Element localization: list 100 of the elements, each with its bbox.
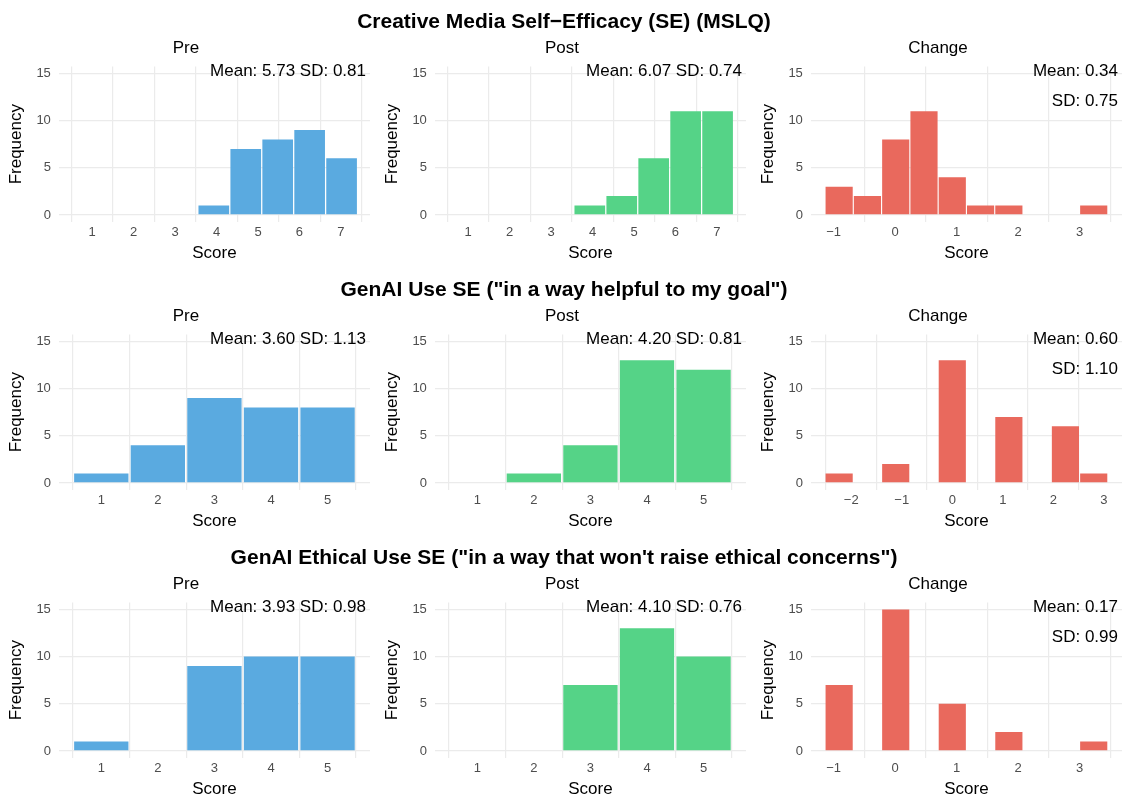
chart-title: Creative Media Self−Efficacy (SE) (MSLQ) (357, 8, 771, 34)
x-axis-title: Score (568, 779, 613, 799)
x-tick-label: 4 (643, 492, 651, 508)
y-tick-label: 5 (795, 427, 803, 443)
x-tick-label: 5 (323, 760, 332, 776)
x-tick-label: 5 (699, 492, 708, 508)
chart-title: GenAI Ethical Use SE ("in a way that won't raise ethical concerns") (230, 544, 898, 570)
chart-subtitle: Post (544, 573, 580, 593)
x-tick-label: −1 (826, 760, 842, 776)
y-axis-title: Frequency (757, 639, 777, 721)
x-tick-label: 5 (699, 760, 708, 776)
y-tick-label: 0 (43, 474, 51, 490)
y-tick-label: 15 (36, 333, 51, 349)
y-tick-label: 0 (419, 742, 427, 758)
y-axis-title: Frequency (5, 371, 25, 453)
x-tick-label: 2 (1014, 224, 1022, 240)
y-tick-label: 5 (43, 159, 51, 175)
chart-subtitle: Pre (172, 573, 200, 593)
x-tick-label: 0 (891, 224, 899, 240)
x-tick-label: 0 (891, 760, 899, 776)
chart-subtitle: Change (908, 573, 968, 593)
x-axis-title: Score (192, 243, 237, 263)
x-tick-label: 4 (267, 492, 275, 508)
x-tick-label: 1 (97, 760, 105, 776)
y-tick-label: 0 (795, 474, 803, 490)
annotation: Mean: 0.34 (1032, 60, 1118, 80)
x-tick-label: 2 (530, 760, 538, 776)
y-tick-label: 15 (788, 601, 803, 617)
x-tick-label: 3 (1075, 760, 1084, 776)
x-axis-title: Score (944, 779, 989, 799)
x-tick-label: −1 (826, 224, 842, 240)
x-tick-label: 1 (464, 224, 472, 240)
annotation: Mean: 4.20 SD: 0.81 (586, 328, 742, 348)
x-axis-title: Score (568, 243, 613, 263)
y-tick-label: 10 (36, 112, 51, 128)
x-tick-label: 1 (473, 492, 481, 508)
x-tick-label: 2 (154, 492, 162, 508)
x-tick-label: 5 (254, 224, 262, 240)
y-tick-label: 5 (43, 695, 51, 711)
annotation: Mean: 4.10 SD: 0.76 (586, 596, 742, 616)
annotation: SD: 0.99 (1051, 626, 1118, 646)
annotation: Mean: 0.17 (1032, 596, 1118, 616)
y-tick-label: 0 (419, 206, 427, 222)
annotation: Mean: 5.73 SD: 0.81 (210, 60, 366, 80)
y-tick-label: 15 (36, 65, 51, 81)
y-tick-label: 10 (412, 648, 427, 664)
x-axis-title: Score (192, 511, 237, 531)
x-tick-label: 1 (952, 224, 961, 240)
x-tick-label: 4 (588, 224, 597, 240)
x-tick-label: 1 (473, 760, 481, 776)
x-tick-label: 7 (713, 224, 721, 240)
y-tick-label: 10 (788, 648, 803, 664)
y-tick-label: 0 (43, 206, 51, 222)
x-tick-label: 6 (671, 224, 680, 240)
x-tick-label: 3 (210, 492, 219, 508)
x-tick-label: 2 (530, 492, 538, 508)
x-tick-label: 1 (97, 492, 105, 508)
annotation: Mean: 3.93 SD: 0.98 (210, 596, 366, 616)
annotation: Mean: 0.60 (1032, 328, 1118, 348)
y-tick-label: 10 (36, 648, 51, 664)
y-axis-title: Frequency (381, 103, 401, 185)
chart-subtitle: Change (908, 305, 968, 325)
x-axis-title: Score (944, 243, 989, 263)
y-tick-label: 0 (43, 742, 51, 758)
x-tick-label: 1 (88, 224, 96, 240)
x-tick-label: 4 (212, 224, 221, 240)
x-tick-label: 6 (295, 224, 304, 240)
x-tick-label: 1 (999, 492, 1007, 508)
y-tick-label: 5 (795, 159, 803, 175)
y-tick-label: 15 (788, 333, 803, 349)
x-tick-label: 0 (948, 492, 956, 508)
x-tick-label: −2 (843, 492, 859, 508)
x-tick-label: 2 (129, 224, 138, 240)
y-tick-label: 15 (412, 65, 427, 81)
y-tick-label: 15 (412, 601, 427, 617)
x-tick-label: 2 (154, 760, 162, 776)
y-tick-label: 15 (788, 65, 803, 81)
y-axis-title: Frequency (5, 103, 25, 185)
y-tick-label: 15 (36, 601, 51, 617)
chart-subtitle: Pre (172, 305, 200, 325)
x-tick-label: 7 (337, 224, 345, 240)
annotation: SD: 1.10 (1051, 358, 1118, 378)
x-tick-label: 2 (1014, 760, 1022, 776)
x-tick-label: 3 (1075, 224, 1084, 240)
x-tick-label: 4 (267, 760, 275, 776)
x-tick-label: 4 (643, 760, 651, 776)
y-tick-label: 5 (419, 159, 427, 175)
x-tick-label: 3 (586, 760, 595, 776)
x-tick-label: 1 (952, 760, 961, 776)
y-tick-label: 0 (419, 474, 427, 490)
y-tick-label: 10 (788, 112, 803, 128)
x-axis-title: Score (192, 779, 237, 799)
annotation: Mean: 6.07 SD: 0.74 (586, 60, 742, 80)
x-tick-label: 2 (1049, 492, 1057, 508)
chart-subtitle: Post (544, 37, 580, 57)
x-tick-label: 5 (630, 224, 638, 240)
y-axis-title: Frequency (757, 103, 777, 185)
y-tick-label: 5 (419, 427, 427, 443)
chart-subtitle: Post (544, 305, 580, 325)
y-tick-label: 5 (43, 427, 51, 443)
